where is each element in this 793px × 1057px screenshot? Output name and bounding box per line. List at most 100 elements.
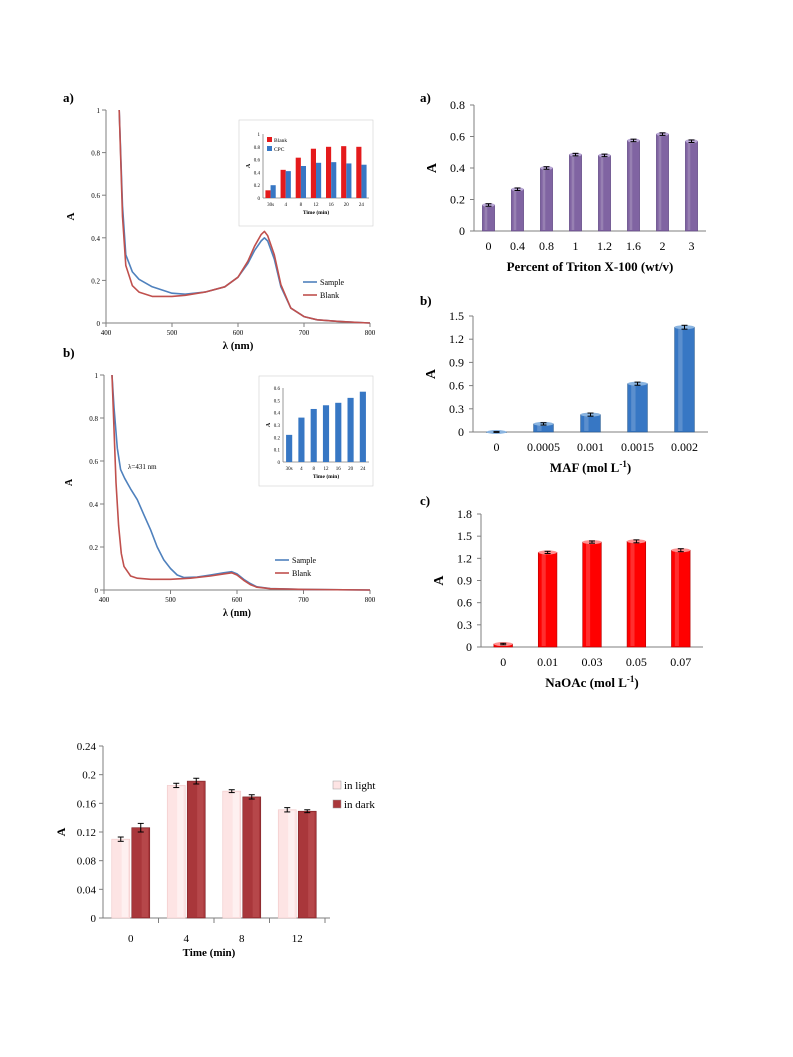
triton-bar <box>627 140 640 232</box>
spectrum_b-y-tick-label: 0.4 <box>89 501 98 509</box>
spectrum_a-y-tick-label: 1 <box>97 107 101 115</box>
spectrum_a-inset-y-axis-title: A <box>246 163 252 168</box>
spectrum_b-inset-bar <box>335 402 342 462</box>
spectrum_a-panel-label: a) <box>63 90 74 105</box>
spectrum_b-inset-bar <box>298 417 305 462</box>
spectrum_a-inset-bar-cpc <box>316 162 322 198</box>
triton-y-tick-label: 0.8 <box>450 98 465 112</box>
spectrum_b-inset-bar <box>347 397 354 462</box>
light_dark-x-tick-label: 0 <box>128 933 134 945</box>
spectrum_b-x-tick-label: 500 <box>165 596 176 604</box>
maf-bar-highlight <box>537 424 542 431</box>
triton-y-axis-title: A <box>425 162 440 173</box>
spectrum_a-inset-y-tick-label: 0.2 <box>254 184 261 189</box>
spectrum_a-legend-label-blank: Blank <box>320 291 339 300</box>
light_dark-x-axis-title: Time (min) <box>183 947 236 959</box>
naoac-y-axis-title: A <box>432 575 447 586</box>
triton-bar-highlight <box>571 155 575 230</box>
spectrum_b-inset-x-tick-label: 30s <box>286 467 293 472</box>
spectrum_b-inset-y-tick-label: 0.6 <box>274 387 281 392</box>
spectrum_a-inset-y-tick-label: 0.4 <box>254 171 261 176</box>
maf-y-tick-label: 0.6 <box>449 379 464 393</box>
spectrum_a-inset-y-tick-label: 0 <box>258 197 261 202</box>
spectrum_a-inset-x-axis-title: Time (min) <box>303 209 329 216</box>
maf-x-tick-label: 0.002 <box>671 440 698 454</box>
naoac-bar <box>671 549 691 648</box>
naoac-panel-label: c) <box>420 493 430 508</box>
spectrum_b-inset-x-tick-label: 12 <box>324 467 330 472</box>
maf-y-tick-label: 1.2 <box>449 332 464 346</box>
triton-panel-label: a) <box>420 90 431 105</box>
triton-bar <box>656 133 669 232</box>
maf-y-tick-label: 0 <box>458 425 464 439</box>
spectrum_a-inset-bar-blank <box>341 146 347 198</box>
triton-x-tick-label: 0.8 <box>539 239 554 253</box>
light_dark-y-tick-label: 0.04 <box>77 884 97 896</box>
maf-x-tick-label: 0.0015 <box>621 440 654 454</box>
triton-y-tick-label: 0 <box>459 224 465 238</box>
spectrum_a-inset-bar-blank <box>356 146 362 198</box>
triton-bar <box>685 140 698 232</box>
spectrum_a-inset-bar-cpc <box>361 164 367 198</box>
light_dark-bar-shade <box>232 792 239 917</box>
naoac-x-tick-label: 0.07 <box>670 655 691 669</box>
light_dark-x-tick-label: 4 <box>184 933 190 945</box>
triton-x-axis-title: Percent of Triton X-100 (wt/v) <box>507 259 674 274</box>
spectrum_b-inset-x-tick-label: 24 <box>360 467 366 472</box>
spectrum_b-inset-bar <box>286 434 293 462</box>
naoac-bar <box>537 552 558 648</box>
triton-bar <box>598 155 611 232</box>
spectrum_b-inset-y-tick-label: 0.5 <box>274 399 281 404</box>
spectrum_a-inset-bar-blank <box>325 146 332 198</box>
spectrum_a-inset-bar-cpc <box>346 163 352 198</box>
maf-y-axis-title: A <box>424 368 439 379</box>
naoac-x-tick-label: 0.01 <box>537 655 558 669</box>
spectrum_b-inset-x-tick-label: 16 <box>336 467 342 472</box>
light_dark-bar-shade <box>121 840 128 917</box>
maf-x-axis-title: MAF (mol L-1) <box>550 459 631 475</box>
spectrum_a-x-tick-label: 700 <box>299 329 310 337</box>
spectrum_a-y-tick-label: 0 <box>97 320 101 328</box>
maf-y-tick-label: 0.3 <box>449 402 464 416</box>
spectrum_a-x-tick-label: 600 <box>233 329 244 337</box>
triton-y-tick-label: 0.6 <box>450 130 465 144</box>
naoac-y-tick-label: 1.2 <box>457 551 472 565</box>
spectrum_b-inset-bar <box>359 391 366 462</box>
naoac-x-axis-title: NaOAc (mol L-1) <box>545 674 638 690</box>
spectrum_a-inset-x-tick-label: 20 <box>344 203 350 208</box>
spectrum_a-inset-legend-label-cpc: CPC <box>274 147 285 153</box>
maf-bar-highlight <box>631 384 636 431</box>
spectrum_b-inset-bar <box>322 405 330 462</box>
spectrum_a-y-tick-label: 0.2 <box>91 277 100 285</box>
light_dark-legend-swatch-in-dark <box>332 799 342 809</box>
spectrum_a-inset-bar-cpc <box>300 166 307 198</box>
naoac-bar-highlight <box>586 543 591 646</box>
triton-x-tick-label: 1.6 <box>626 239 641 253</box>
spectrum_a-inset-y-tick-label: 0.6 <box>254 159 261 164</box>
spectrum_b-inset-bar <box>310 408 317 462</box>
maf-x-tick-label: 0 <box>494 440 500 454</box>
spectrum_a-inset-x-tick-label: 16 <box>329 203 335 208</box>
triton-y-tick-label: 0.4 <box>450 161 465 175</box>
spectrum_a-inset-bar-cpc <box>331 162 337 198</box>
light_dark-legend-swatch-in-light <box>332 780 342 790</box>
naoac-x-tick-label: 0.05 <box>626 655 647 669</box>
maf-y-tick-label: 1.5 <box>449 309 464 323</box>
spectrum_a-inset-bar-blank <box>265 190 271 198</box>
maf-bar <box>674 326 695 433</box>
spectrum_b-y-tick-label: 1 <box>95 372 99 380</box>
light_dark-y-tick-label: 0.16 <box>77 798 97 810</box>
spectrum_a-x-tick-label: 800 <box>365 329 376 337</box>
maf-y-tick-label: 0.9 <box>449 355 464 369</box>
spectrum_b-x-tick-label: 800 <box>365 596 376 604</box>
spectrum_b-y-tick-label: 0.6 <box>89 458 98 466</box>
spectrum_a-series-blank-line <box>118 109 371 324</box>
triton-bar-highlight <box>629 141 633 230</box>
maf-x-tick-label: 0.001 <box>577 440 604 454</box>
maf-bar-highlight <box>584 415 589 431</box>
spectrum_b-inset-x-tick-label: 8 <box>312 467 315 472</box>
spectrum_a-y-tick-label: 0.8 <box>91 150 100 158</box>
light_dark-x-tick-label: 12 <box>292 933 303 945</box>
triton-x-tick-label: 1.2 <box>597 239 612 253</box>
